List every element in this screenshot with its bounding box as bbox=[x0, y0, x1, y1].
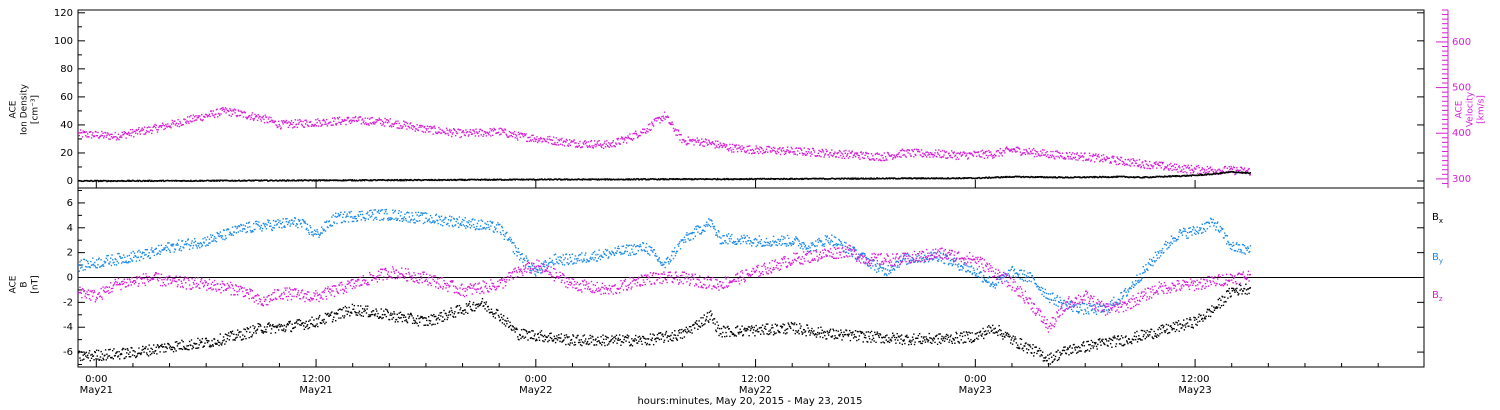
b-field-axis-label: ACE B [nT] bbox=[2, 255, 48, 305]
x-tick-time-label: 12:00 bbox=[302, 374, 331, 385]
by-series bbox=[78, 208, 1252, 315]
b-field-axis-label-line: B bbox=[19, 281, 30, 288]
density-tick-label: 80 bbox=[60, 64, 73, 75]
b-tick-label: 4 bbox=[67, 223, 73, 234]
b-field-axis-label-line: [nT] bbox=[30, 275, 41, 294]
x-axis-title: hours:minutes, May 20, 2015 - May 23, 20… bbox=[637, 396, 863, 407]
velocity-axis-label-line: [km/s] bbox=[1476, 95, 1487, 124]
density-axis-label-line: Ion Density bbox=[19, 84, 30, 135]
density-tick-label: 100 bbox=[54, 36, 73, 47]
legend-item-by: By bbox=[1432, 252, 1444, 265]
density-tick-label: 120 bbox=[54, 8, 73, 19]
x-tick-time-label: 12:00 bbox=[1181, 374, 1210, 385]
density-axis-label-line: ACE bbox=[8, 100, 19, 119]
x-tick-date-label: May22 bbox=[739, 385, 772, 396]
b-tick-label: 2 bbox=[67, 248, 73, 259]
x-tick-time-label: 12:00 bbox=[741, 374, 770, 385]
density-tick-label: 20 bbox=[60, 148, 73, 159]
b-field-axis-label-line: ACE bbox=[8, 275, 19, 294]
velocity-tick-label: 600 bbox=[1452, 37, 1471, 48]
velocity-tick-label: 300 bbox=[1452, 174, 1471, 185]
x-tick-time-label: 0:00 bbox=[964, 374, 986, 385]
x-tick-date-label: May21 bbox=[299, 385, 332, 396]
velocity-axis-label: ACE Velocity [km/s] bbox=[1448, 80, 1498, 140]
density-tick-label: 40 bbox=[60, 120, 73, 131]
x-tick-time-label: 0:00 bbox=[525, 374, 547, 385]
velocity-series bbox=[78, 106, 1252, 176]
velocity-tick-label: 500 bbox=[1452, 83, 1471, 94]
velocity-axis-label-line: Velocity bbox=[1465, 91, 1476, 128]
velocity-tick-label: 400 bbox=[1452, 128, 1471, 139]
density-tick-label: 0 bbox=[67, 176, 73, 187]
velocity-axis-label-line: ACE bbox=[1454, 100, 1465, 119]
b-tick-label: -6 bbox=[63, 347, 73, 358]
x-tick-date-label: May21 bbox=[80, 385, 113, 396]
bz-series bbox=[78, 244, 1252, 333]
x-tick-time-label: 0:00 bbox=[85, 374, 107, 385]
x-tick-date-label: May22 bbox=[519, 385, 552, 396]
b-tick-label: -4 bbox=[63, 322, 73, 333]
density-axis-label: ACE Ion Density [cm⁻³] bbox=[2, 80, 48, 140]
top-panel-frame bbox=[77, 9, 1425, 189]
b-tick-label: 6 bbox=[67, 198, 73, 209]
density-series bbox=[78, 170, 1252, 183]
x-tick-date-label: May23 bbox=[959, 385, 992, 396]
density-tick-label: 60 bbox=[60, 92, 73, 103]
density-axis-label-line: [cm⁻³] bbox=[30, 94, 41, 125]
bx-series bbox=[78, 283, 1252, 365]
legend-item-bz: Bz bbox=[1432, 290, 1443, 303]
x-tick-date-label: May23 bbox=[1178, 385, 1211, 396]
b-tick-label: 0 bbox=[67, 273, 73, 284]
b-tick-label: -2 bbox=[63, 297, 73, 308]
legend-item-bx: Bx bbox=[1432, 212, 1444, 225]
